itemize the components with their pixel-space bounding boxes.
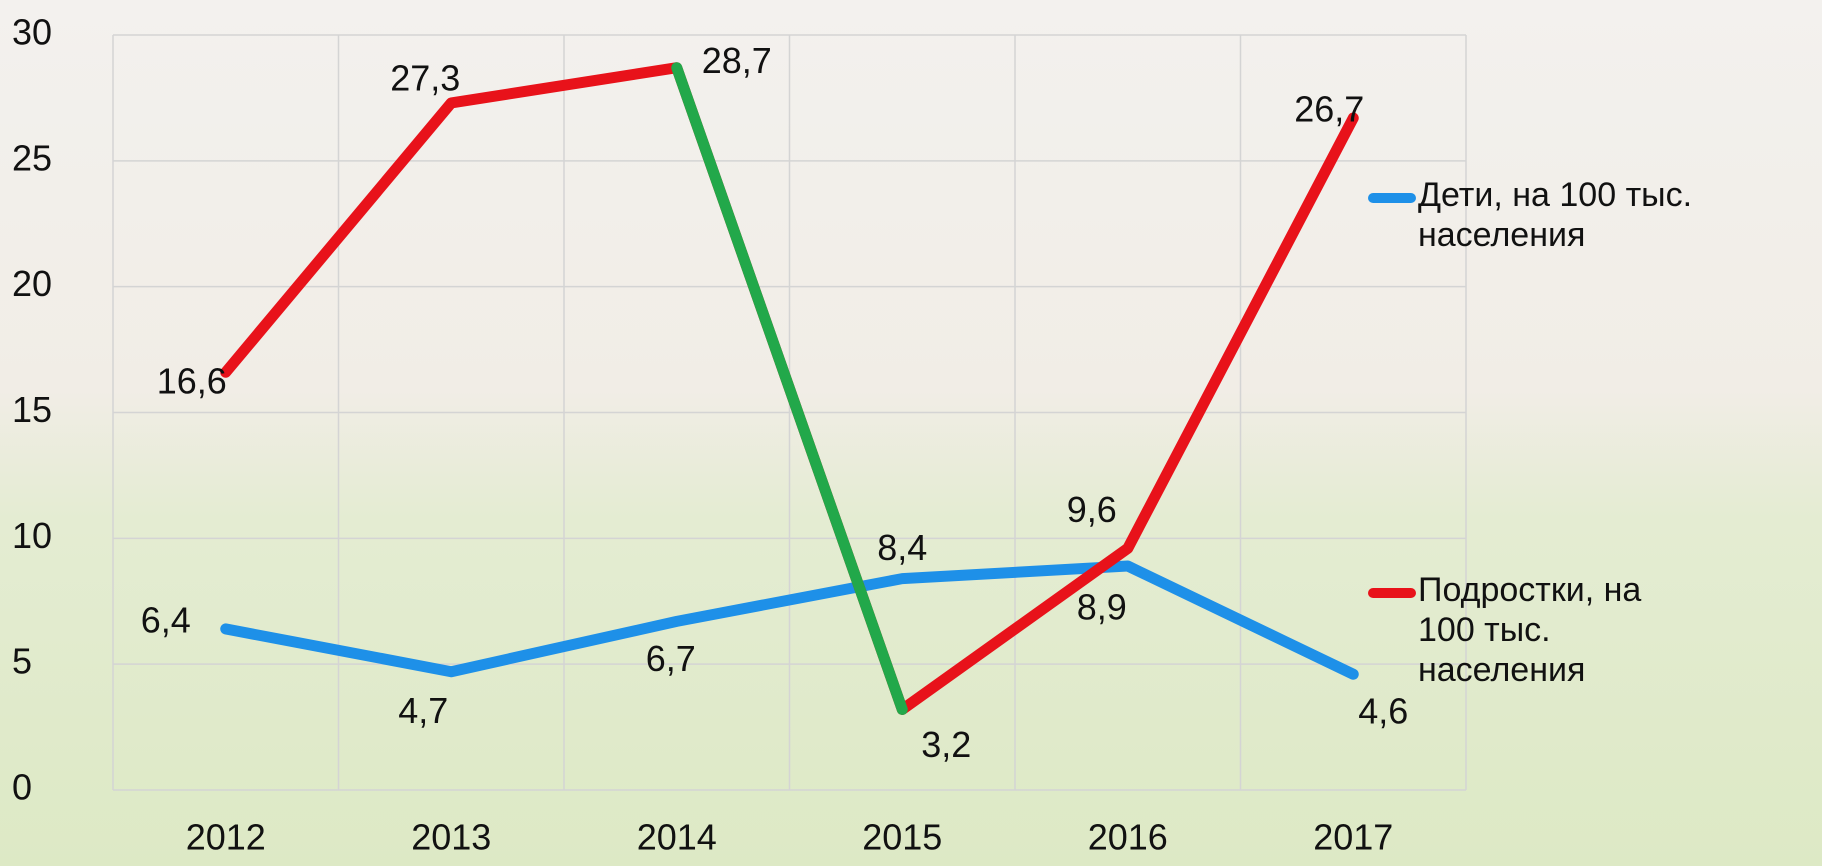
y-tick-label: 10 <box>12 515 52 556</box>
x-tick-label: 2015 <box>862 817 942 858</box>
legend-item: Дети, на 100 тыс. населения <box>1418 175 1818 255</box>
x-tick-label: 2016 <box>1088 817 1168 858</box>
legend-label: Подростки, на 100 тыс. населения <box>1418 570 1658 690</box>
data-label: 6,4 <box>141 599 191 640</box>
data-label: 8,4 <box>877 527 927 568</box>
data-label: 6,7 <box>646 638 696 679</box>
legend-label: Дети, на 100 тыс. населения <box>1418 175 1818 255</box>
legend-swatch <box>1368 193 1416 203</box>
y-tick-label: 25 <box>12 137 52 178</box>
legend-swatch <box>1368 588 1416 598</box>
y-tick-label: 20 <box>12 263 52 304</box>
x-tick-label: 2014 <box>637 817 717 858</box>
x-tick-label: 2017 <box>1313 817 1393 858</box>
data-label: 4,7 <box>398 690 448 731</box>
chart: 0 5 10 15 20 25 30 2012 2013 2014 2015 2016 2017 6,4 4… <box>0 0 1822 866</box>
y-tick-label: 30 <box>12 12 52 53</box>
y-tick-label: 15 <box>12 389 52 430</box>
data-label: 3,2 <box>921 724 971 765</box>
x-tick-label: 2013 <box>411 817 491 858</box>
y-tick-label: 0 <box>12 767 32 808</box>
data-label: 16,6 <box>157 361 227 402</box>
data-label: 26,7 <box>1294 89 1364 130</box>
data-label: 8,9 <box>1077 587 1127 628</box>
legend-item: Подростки, на 100 тыс. населения <box>1418 570 1818 690</box>
plot: 0 5 10 15 20 25 30 2012 2013 2014 2015 2016 2017 6,4 4… <box>0 0 1822 866</box>
data-label: 27,3 <box>390 57 460 98</box>
x-tick-label: 2012 <box>186 817 266 858</box>
data-label: 28,7 <box>702 40 772 81</box>
y-tick-label: 5 <box>12 641 32 682</box>
data-label: 4,6 <box>1358 691 1408 732</box>
data-label: 9,6 <box>1067 489 1117 530</box>
